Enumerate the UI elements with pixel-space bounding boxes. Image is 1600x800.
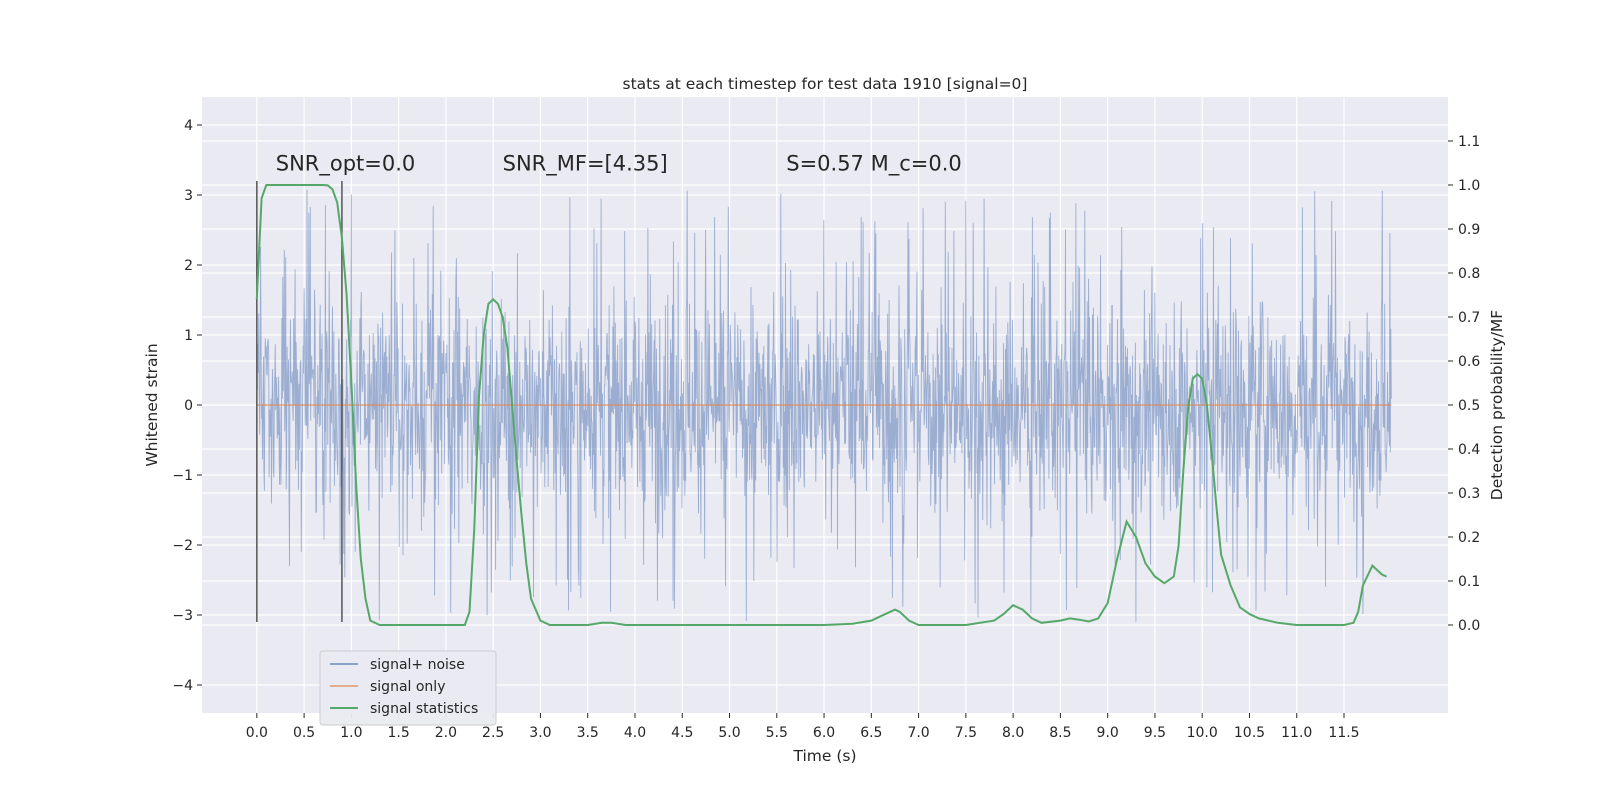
- right-y-tick-label: 0.2: [1458, 530, 1480, 546]
- x-tick-label: 4.0: [624, 725, 646, 741]
- left-y-tick-label: −1: [172, 468, 193, 484]
- left-y-tick-label: −2: [172, 538, 193, 554]
- signal-statistics-line: [255, 184, 1388, 626]
- legend-box: [319, 650, 497, 726]
- signal-noise-line: [256, 189, 1392, 622]
- x-tick-label: 3.5: [577, 725, 599, 741]
- x-axis-ticks: 0.0 0.5 1.0 1.5 2.0 2.5 3.0 3.5 4.0 4.5 5.0 5.5 6.0 6…: [246, 713, 1360, 741]
- annotation-2: SNR_MF=[4.35]: [503, 152, 668, 177]
- right-y-tick-label: 0.4: [1458, 442, 1480, 458]
- x-tick-label: 11.5: [1328, 725, 1359, 741]
- left-y-tick-label: 4: [184, 118, 193, 134]
- annotation-3: S=0.57 M_c=0.0: [786, 152, 962, 177]
- x-tick-label: 7.5: [955, 725, 977, 741]
- legend-label-signal-only: signal only: [370, 679, 445, 695]
- x-tick-label: 8.5: [1049, 725, 1071, 741]
- x-tick-label: 8.0: [1002, 725, 1024, 741]
- x-tick-label: 4.5: [671, 725, 693, 741]
- right-y-tick-label: 0.6: [1458, 354, 1480, 370]
- signal-statistics-series: [255, 184, 1388, 626]
- left-y-tick-label: 2: [184, 258, 193, 274]
- right-y-tick-label: 0.5: [1458, 398, 1480, 414]
- legend: signal+ noise signal only signal statist…: [319, 650, 497, 726]
- left-y-tick-label: 3: [184, 188, 193, 204]
- x-tick-label: 5.5: [766, 725, 788, 741]
- x-tick-label: 10.0: [1187, 725, 1218, 741]
- vertical-markers: [256, 181, 343, 622]
- x-tick-label: 6.0: [813, 725, 835, 741]
- signal-noise-series: [256, 189, 1392, 622]
- x-tick-label: 10.5: [1234, 725, 1265, 741]
- left-y-tick-label: 0: [184, 398, 193, 414]
- x-tick-label: 6.5: [860, 725, 882, 741]
- x-tick-label: 11.0: [1281, 725, 1312, 741]
- x-tick-label: 1.0: [340, 725, 362, 741]
- x-tick-label: 5.0: [718, 725, 740, 741]
- left-y-tick-label: 1: [184, 328, 193, 344]
- x-tick-label: 2.0: [435, 725, 457, 741]
- x-axis-label: Time (s): [792, 747, 856, 765]
- left-y-axis-ticks: −4 −3 −2 −1 0 1 2 3 4: [172, 118, 202, 694]
- left-y-tick-label: −4: [172, 678, 193, 694]
- x-tick-label: 7.0: [907, 725, 929, 741]
- x-tick-label: 2.5: [482, 725, 504, 741]
- x-tick-label: 3.0: [529, 725, 551, 741]
- x-tick-label: 1.5: [388, 725, 410, 741]
- right-y-tick-label: 0.9: [1458, 222, 1480, 238]
- left-y-axis-label: Whitened strain: [143, 343, 161, 466]
- left-y-tick-label: −3: [172, 608, 193, 624]
- x-tick-label: 0.5: [293, 725, 315, 741]
- right-y-axis-label: Detection probability/MF: [1488, 310, 1506, 501]
- annotations: SNR_opt=0.0 SNR_MF=[4.35] S=0.57 M_c=0.0: [276, 152, 962, 177]
- right-y-axis-ticks: 0.0 0.1 0.2 0.3 0.4 0.5 0.6 0.7 0.8 0.9 1.0 1.1: [1448, 134, 1480, 634]
- right-y-tick-label: 0.8: [1458, 266, 1480, 282]
- legend-label-signal-noise: signal+ noise: [370, 657, 465, 673]
- right-y-tick-label: 0.3: [1458, 486, 1480, 502]
- chart-title: stats at each timestep for test data 191…: [623, 75, 1028, 93]
- annotation-1: SNR_opt=0.0: [276, 152, 416, 177]
- x-tick-label: 9.5: [1144, 725, 1166, 741]
- right-y-tick-label: 0.0: [1458, 618, 1480, 634]
- right-y-tick-label: 1.0: [1458, 178, 1480, 194]
- x-tick-label: 0.0: [246, 725, 268, 741]
- right-y-tick-label: 0.1: [1458, 574, 1480, 590]
- legend-label-signal-statistics: signal statistics: [370, 701, 478, 717]
- right-y-tick-label: 0.7: [1458, 310, 1480, 326]
- right-y-tick-label: 1.1: [1458, 134, 1480, 150]
- x-tick-label: 9.0: [1097, 725, 1119, 741]
